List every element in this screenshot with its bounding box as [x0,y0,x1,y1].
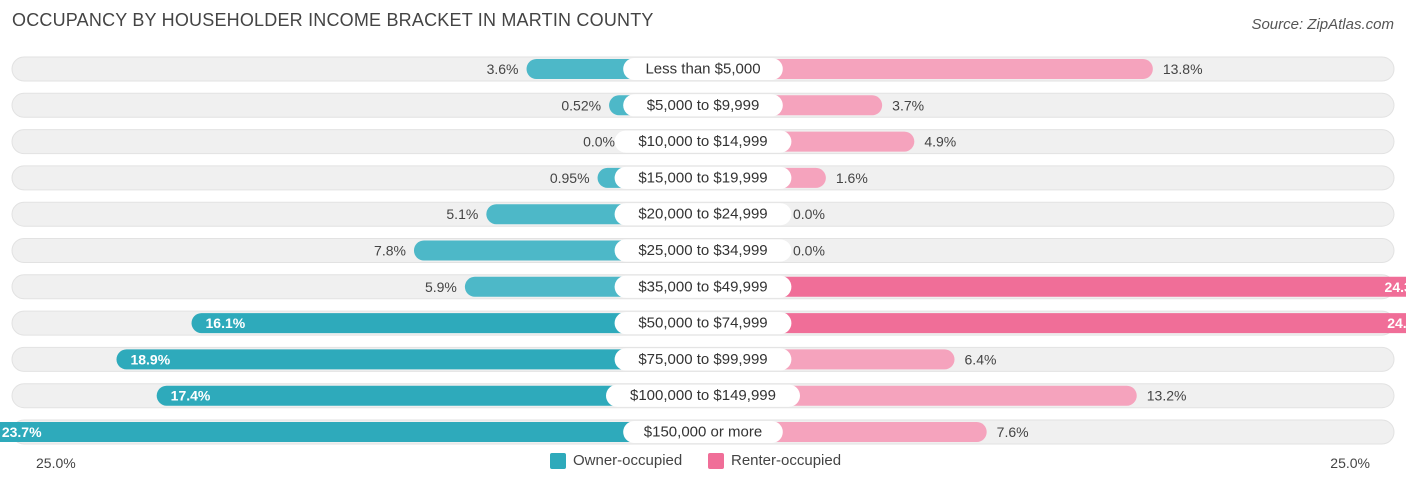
category-pill [614,312,792,335]
owner-value-label: 7.8% [374,243,406,259]
chart-title: OCCUPANCY BY HOUSEHOLDER INCOME BRACKET … [12,10,654,30]
legend-renter: Renter-occupied [708,452,841,469]
category-label: $35,000 to $49,999 [638,278,767,295]
category-label: $20,000 to $24,999 [638,206,767,223]
category-label: $25,000 to $34,999 [638,242,767,259]
legend: Owner-occupied Renter-occupied [0,452,1406,474]
category-label: $100,000 to $149,999 [630,387,776,404]
renter-bar [703,59,1153,79]
category-pill [614,275,792,298]
category-label: $10,000 to $14,999 [638,133,767,150]
owner-value-label: 0.95% [550,170,590,186]
renter-value-label: 7.6% [997,424,1029,440]
category-pill [623,58,783,80]
renter-value-label: 24.4% [1387,315,1406,331]
category-label: $15,000 to $19,999 [638,169,767,186]
owner-value-label: 0.52% [561,97,601,113]
category-label: Less than $5,000 [645,61,760,78]
legend-owner-swatch [550,452,566,469]
renter-bar [703,313,1406,334]
legend-renter-label: Renter-occupied [731,452,842,469]
axis-left-label: 25.0% [36,455,76,471]
category-pill [614,348,792,371]
renter-value-label: 4.9% [924,134,956,150]
renter-value-label: 24.3% [1385,279,1406,295]
category-pill [614,166,792,189]
category-pill [614,203,792,226]
owner-value-label: 5.1% [446,206,478,222]
owner-value-label: 17.4% [171,388,211,404]
owner-value-label: 23.7% [2,424,42,440]
renter-value-label: 0.0% [793,243,825,259]
owner-bar [116,349,704,370]
chart-canvas: 3.6% 13.8% Less than $5,000 0.52% 3.7% $5,000… [0,56,1406,445]
category-label: $75,000 to $99,999 [638,351,767,368]
category-pill [614,130,792,153]
owner-value-label: 18.9% [130,351,170,367]
owner-value-label: 5.9% [425,279,457,295]
renter-value-label: 6.4% [965,351,997,367]
renter-bar [703,276,1406,297]
renter-value-label: 0.0% [793,206,825,222]
renter-value-label: 13.2% [1147,388,1187,404]
legend-owner-label: Owner-occupied [573,452,683,469]
owner-bar [156,385,703,406]
owner-value-label: 0.0% [583,134,615,150]
category-pill [606,384,800,407]
category-label: $50,000 to $74,999 [638,315,767,332]
renter-value-label: 3.7% [892,97,924,113]
category-pill [623,421,783,443]
category-pill [614,239,792,262]
source-note: Source: ZipAtlas.com [1251,16,1394,33]
category-pill [623,94,783,117]
renter-value-label: 13.8% [1163,61,1203,77]
renter-value-label: 1.6% [836,170,868,186]
category-label: $150,000 or more [644,424,762,441]
category-label: $5,000 to $9,999 [647,97,760,114]
legend-renter-swatch [708,452,724,469]
owner-value-label: 3.6% [487,61,519,77]
legend-owner: Owner-occupied [550,452,682,469]
owner-bar [0,422,703,442]
owner-bar [191,313,703,334]
renter-bar [703,385,1137,406]
owner-value-label: 16.1% [206,315,246,331]
axis-right-label: 25.0% [1330,455,1370,471]
